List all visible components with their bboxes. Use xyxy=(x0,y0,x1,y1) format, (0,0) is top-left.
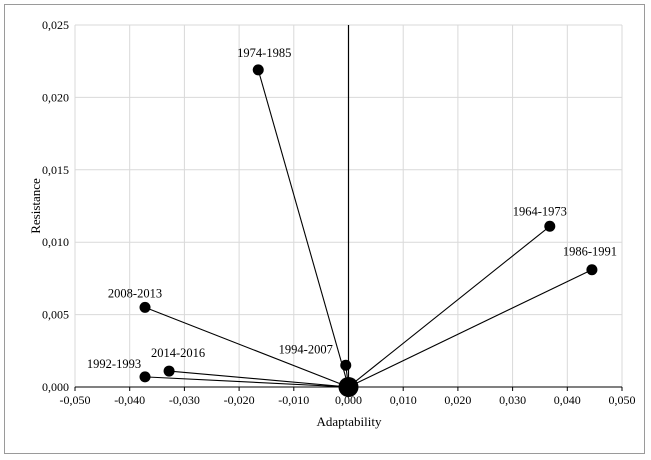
x-tick-label: -0,050 xyxy=(60,393,91,407)
connector-line xyxy=(348,225,551,388)
y-axis-title: Resistance xyxy=(28,178,43,234)
y-tick-label: 0,000 xyxy=(42,380,69,394)
connector-line xyxy=(348,269,593,388)
y-tick-label: 0,025 xyxy=(42,18,69,32)
x-tick-label: 0,020 xyxy=(444,393,471,407)
data-point xyxy=(139,371,151,383)
data-point xyxy=(139,301,151,313)
x-tick-label: 0,000 xyxy=(335,393,362,407)
data-points xyxy=(139,64,598,397)
connector-lines xyxy=(144,69,593,388)
x-tick-label: -0,040 xyxy=(114,393,145,407)
x-tick-label: 0,010 xyxy=(390,393,417,407)
x-axis-title: Adaptability xyxy=(317,414,382,429)
x-tick-label: -0,010 xyxy=(278,393,309,407)
x-tick-label: 0,040 xyxy=(554,393,581,407)
point-label: 1974-1985 xyxy=(237,46,291,60)
x-tick-label: 0,050 xyxy=(609,393,636,407)
connector-line xyxy=(144,306,349,388)
y-tick-label: 0,020 xyxy=(42,90,69,104)
point-label: 1964-1973 xyxy=(513,204,567,218)
x-tick-label: 0,030 xyxy=(499,393,526,407)
connector-line xyxy=(144,376,349,388)
data-point xyxy=(340,359,352,371)
point-label: 1992-1993 xyxy=(87,357,141,371)
data-point xyxy=(163,365,175,377)
data-point xyxy=(586,264,598,276)
origin-point xyxy=(338,377,359,397)
y-tick-label: 0,010 xyxy=(42,235,69,249)
point-label: 2014-2016 xyxy=(151,346,205,360)
data-point xyxy=(544,220,556,232)
data-point xyxy=(252,64,264,76)
x-tick-label: -0,030 xyxy=(169,393,200,407)
point-label: 2008-2013 xyxy=(108,286,162,300)
y-tick-label: 0,005 xyxy=(42,308,69,322)
connector-line xyxy=(169,370,349,388)
point-label: 1994-2007 xyxy=(279,342,333,356)
x-tick-label: -0,020 xyxy=(224,393,255,407)
y-tick-labels: 0,000 0,005 0,010 0,015 0,020 0,025 xyxy=(42,18,69,394)
y-tick-label: 0,015 xyxy=(42,163,69,177)
chart-frame xyxy=(4,4,645,454)
point-labels: 1974-1985 1964-1973 1986-1991 2008-2013 1994… xyxy=(87,46,617,371)
connector-line xyxy=(257,69,350,388)
x-tick-labels: -0,050 -0,040 -0,030 -0,020 -0,010 0,000 0,010… xyxy=(60,393,636,407)
point-label: 1986-1991 xyxy=(563,245,617,259)
